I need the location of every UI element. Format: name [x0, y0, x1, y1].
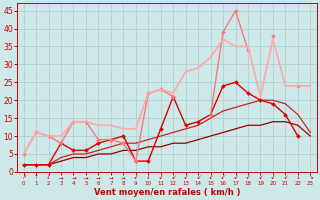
X-axis label: Vent moyen/en rafales ( km/h ): Vent moyen/en rafales ( km/h )	[94, 188, 240, 197]
